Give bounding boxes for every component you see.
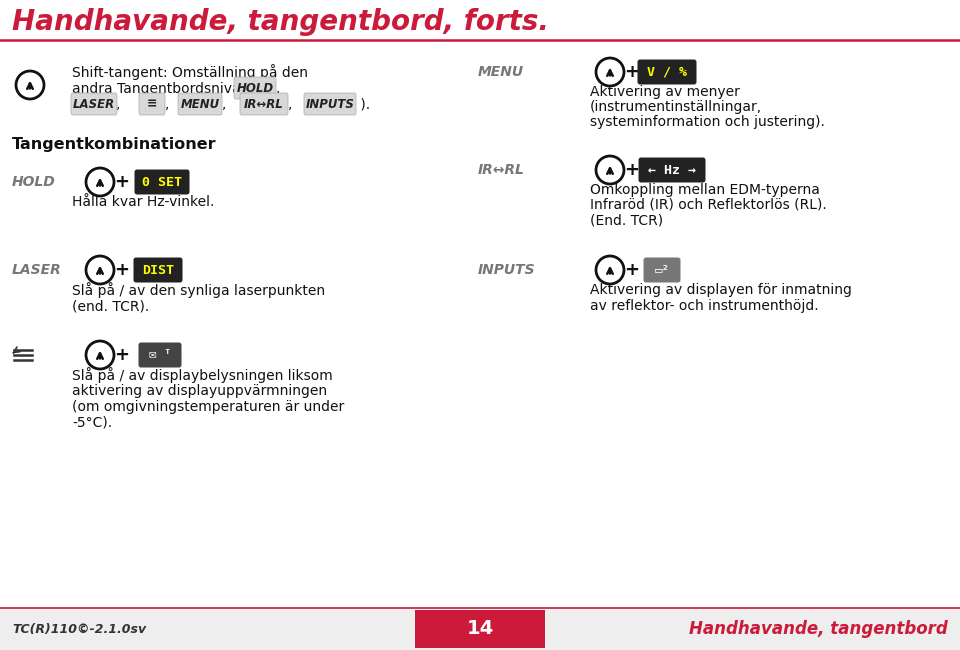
- FancyBboxPatch shape: [138, 343, 181, 367]
- Text: Shift-tangent: Omställning på den: Shift-tangent: Omställning på den: [72, 64, 308, 80]
- Text: V / %: V / %: [647, 66, 687, 79]
- Text: Slå på / av displaybelysningen liksom: Slå på / av displaybelysningen liksom: [72, 367, 333, 383]
- FancyBboxPatch shape: [643, 257, 681, 283]
- Text: (instrumentinställningar,: (instrumentinställningar,: [590, 100, 762, 114]
- Text: 14: 14: [467, 619, 493, 638]
- FancyBboxPatch shape: [133, 257, 182, 283]
- Text: ).: ).: [356, 97, 371, 111]
- Bar: [415, 610, 545, 648]
- Text: ≡: ≡: [147, 98, 157, 111]
- Text: LASER: LASER: [12, 263, 61, 277]
- Text: ,: ,: [222, 97, 227, 111]
- Text: andra Tangentbordsnivå (: andra Tangentbordsnivå (: [72, 80, 251, 96]
- Text: +: +: [114, 346, 130, 364]
- Text: av reflektor- och instrumenthöjd.: av reflektor- och instrumenthöjd.: [590, 299, 819, 313]
- Text: +: +: [114, 173, 130, 191]
- Text: ▭²: ▭²: [655, 263, 669, 276]
- Text: HOLD: HOLD: [12, 175, 56, 189]
- Text: IR↔RL: IR↔RL: [244, 98, 284, 111]
- Text: ,: ,: [288, 97, 293, 111]
- FancyBboxPatch shape: [71, 93, 117, 115]
- Text: Handhavande, tangentbord, forts.: Handhavande, tangentbord, forts.: [12, 8, 549, 36]
- Text: 0 SET: 0 SET: [142, 176, 182, 188]
- Text: Tangentkombinationer: Tangentkombinationer: [12, 138, 217, 153]
- Text: Slå på / av den synliga laserpunkten: Slå på / av den synliga laserpunkten: [72, 282, 325, 298]
- FancyBboxPatch shape: [638, 157, 706, 183]
- Text: INPUTS: INPUTS: [478, 263, 536, 277]
- Text: ,: ,: [276, 81, 280, 95]
- Text: (om omgivningstemperaturen är under: (om omgivningstemperaturen är under: [72, 400, 345, 414]
- Text: HOLD: HOLD: [236, 81, 274, 94]
- Text: Infraröd (IR) och Reflektorlös (RL).: Infraröd (IR) och Reflektorlös (RL).: [590, 198, 827, 212]
- Text: -5°C).: -5°C).: [72, 416, 112, 430]
- Text: LASER: LASER: [73, 98, 115, 111]
- Text: MENU: MENU: [180, 98, 220, 111]
- Text: (End. TCR): (End. TCR): [590, 213, 663, 227]
- Text: INPUTS: INPUTS: [305, 98, 354, 111]
- Text: Handhavande, tangentbord: Handhavande, tangentbord: [689, 620, 948, 638]
- Text: +: +: [114, 261, 130, 279]
- Text: ,: ,: [116, 97, 120, 111]
- Text: Hålla kvar Hz-vinkel.: Hålla kvar Hz-vinkel.: [72, 195, 214, 209]
- FancyBboxPatch shape: [240, 93, 288, 115]
- Text: +: +: [625, 63, 639, 81]
- Text: DIST: DIST: [142, 263, 174, 276]
- FancyBboxPatch shape: [139, 93, 165, 115]
- FancyBboxPatch shape: [234, 77, 276, 99]
- Text: aktivering av displayuppvärmningen: aktivering av displayuppvärmningen: [72, 384, 327, 398]
- Text: ,: ,: [165, 97, 169, 111]
- Text: Aktivering av menyer: Aktivering av menyer: [590, 85, 740, 99]
- Text: systeminformation och justering).: systeminformation och justering).: [590, 115, 825, 129]
- Text: ✉ ᵀ: ✉ ᵀ: [149, 348, 171, 361]
- Text: MENU: MENU: [478, 65, 524, 79]
- Text: +: +: [625, 161, 639, 179]
- Bar: [0, 608, 960, 650]
- Text: +: +: [625, 261, 639, 279]
- Text: IR↔RL: IR↔RL: [478, 163, 525, 177]
- FancyBboxPatch shape: [304, 93, 356, 115]
- Text: Omkoppling mellan EDM-typerna: Omkoppling mellan EDM-typerna: [590, 183, 820, 197]
- Text: TC(R)110©-2.1.0sv: TC(R)110©-2.1.0sv: [12, 623, 146, 636]
- Text: ← Hz →: ← Hz →: [648, 164, 696, 177]
- Text: (end. TCR).: (end. TCR).: [72, 299, 149, 313]
- FancyBboxPatch shape: [134, 170, 189, 194]
- FancyBboxPatch shape: [178, 93, 222, 115]
- Text: Aktivering av displayen för inmatning: Aktivering av displayen för inmatning: [590, 283, 852, 297]
- FancyBboxPatch shape: [637, 60, 697, 84]
